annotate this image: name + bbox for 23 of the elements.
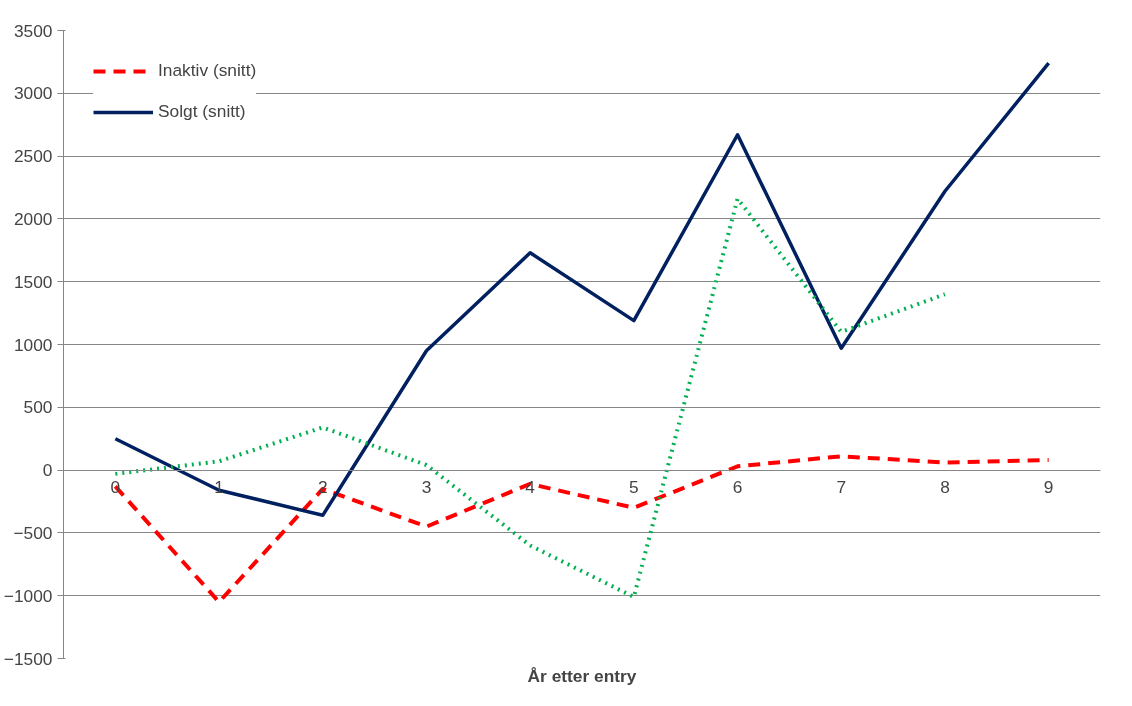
y-tick-label: 0 xyxy=(42,460,53,481)
line-series xyxy=(113,61,1051,518)
legend-label: Solgt (snitt) xyxy=(158,101,246,122)
y-tick-label: 500 xyxy=(23,397,53,418)
x-tick-label: 3 xyxy=(421,477,432,498)
x-axis-title: År etter entry xyxy=(527,665,637,686)
y-tick-label: 3000 xyxy=(13,83,53,104)
y-tick-label: 2000 xyxy=(13,208,53,229)
x-tick-label: 5 xyxy=(629,477,639,498)
x-tick-label: 9 xyxy=(1043,477,1054,498)
line-series xyxy=(113,454,1051,604)
x-tick-label: 8 xyxy=(940,477,950,498)
y-tick-label: 3500 xyxy=(13,20,53,41)
y-tick-label: 1000 xyxy=(13,334,53,355)
y-tick-label: 2500 xyxy=(13,146,53,167)
y-tick-label: −1000 xyxy=(3,585,53,606)
y-tick-label: 1500 xyxy=(13,271,53,292)
x-tick-label: 6 xyxy=(732,477,743,498)
x-tick-label: 7 xyxy=(836,477,847,498)
y-tick-label: −1500 xyxy=(3,648,53,669)
line-series xyxy=(113,196,947,599)
y-tick-label: −500 xyxy=(13,522,53,543)
legend-label: Inaktiv (snitt) xyxy=(158,60,257,81)
